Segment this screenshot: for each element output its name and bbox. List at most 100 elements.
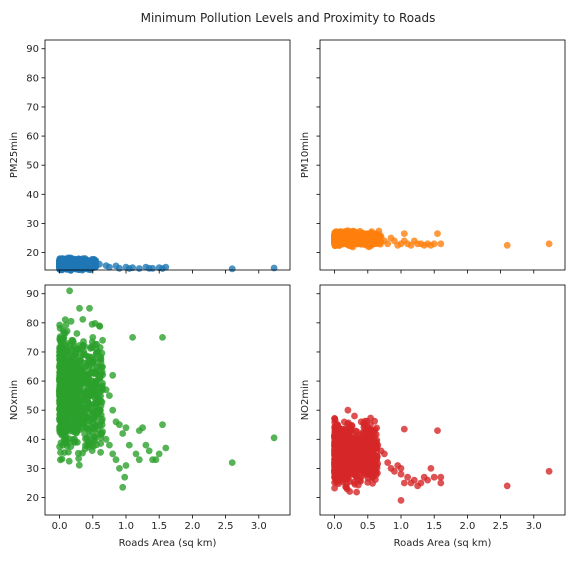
y-tick-label: 50 — [26, 161, 39, 172]
scatter-point — [86, 382, 94, 389]
y-axis-label: NOxmin — [9, 380, 20, 420]
scatter-point — [96, 363, 103, 370]
y-tick-label: 40 — [26, 190, 39, 201]
axes-frame — [319, 284, 566, 516]
scatter-point — [102, 435, 110, 443]
scatter-point — [56, 344, 63, 351]
scatter-point — [76, 389, 84, 397]
y-tick-label: 60 — [26, 377, 39, 388]
y-tick-label: 40 — [26, 435, 39, 446]
scatter-point — [119, 430, 127, 437]
x-tick-label: 1.0 — [393, 521, 409, 532]
subplot-4: 0.0 0.5 1.0 1.5 2.0 2.5 3.0 NO2min Roads Area (s… — [300, 284, 566, 549]
scatter-point — [62, 341, 69, 349]
scatter-point — [362, 440, 369, 448]
scatter-point — [369, 472, 377, 479]
scatter-point — [85, 353, 93, 361]
scatter-point — [79, 316, 87, 323]
scatter-point — [91, 399, 99, 407]
scatter-point — [122, 424, 130, 432]
scatter-point — [98, 349, 106, 357]
scatter-point — [66, 263, 74, 270]
scatter-point — [162, 263, 170, 271]
y-axis-label: PM25min — [9, 132, 20, 178]
x-tick-label: 0.5 — [85, 521, 101, 532]
scatter-point — [96, 422, 104, 429]
scatter-point — [96, 322, 103, 330]
scatter-point — [97, 434, 105, 442]
scatter-point — [331, 479, 338, 486]
scatter-point — [73, 330, 81, 337]
scatter-point — [85, 375, 92, 383]
y-tick-label: 90 — [26, 289, 39, 300]
scatter-point — [74, 259, 82, 267]
scatter-point — [410, 476, 418, 484]
scatter-point — [116, 421, 123, 429]
scatter-point — [92, 345, 100, 353]
scatter-point — [80, 338, 87, 345]
scatter-point — [343, 435, 351, 443]
scatter-point — [341, 426, 349, 434]
scatter-point — [346, 488, 354, 495]
y-tick-label: 80 — [26, 318, 39, 329]
scatter-point — [106, 441, 113, 449]
scatter-point — [142, 441, 150, 449]
scatter-point — [139, 424, 147, 432]
y-tick-label: 50 — [26, 406, 39, 417]
scatter-point — [85, 438, 92, 445]
points — [56, 254, 278, 274]
scatter-point — [371, 461, 379, 468]
scatter-point — [116, 465, 123, 472]
scatter-point — [427, 465, 435, 472]
scatter-point — [112, 456, 120, 464]
scatter-point — [437, 473, 445, 481]
y-tick-label: 70 — [26, 347, 39, 358]
scatter-point — [119, 483, 127, 491]
subplot-3: 0.0 0.5 1.0 1.5 2.0 2.5 3.0 20 30 40 50 60 70 80 90 NOx… — [9, 284, 291, 549]
scatter-point — [56, 364, 64, 371]
scatter-point — [57, 456, 64, 464]
scatter-point — [417, 479, 425, 487]
scatter-point — [56, 411, 64, 419]
x-tick-label: 0.0 — [52, 521, 68, 532]
x-tick-label: 2.5 — [493, 521, 509, 532]
scatter-point — [66, 287, 73, 295]
x-axis-label: Roads Area (sq km) — [394, 538, 492, 549]
scatter-point — [86, 400, 93, 408]
scatter-point — [354, 481, 362, 489]
scatter-point — [368, 427, 375, 435]
scatter-point — [87, 370, 94, 377]
scatter-point — [80, 418, 87, 426]
scatter-point — [77, 356, 84, 364]
scatter-point — [129, 264, 137, 272]
scatter-point — [90, 433, 98, 441]
scatter-point — [88, 406, 96, 414]
scatter-point — [350, 231, 358, 239]
points — [331, 227, 553, 251]
scatter-point — [75, 379, 83, 386]
scatter-point — [331, 435, 339, 443]
scatter-point — [371, 433, 378, 440]
scatter-point — [149, 264, 157, 272]
scatter-point — [334, 421, 341, 428]
chart-title: Minimum Pollution Levels and Proximity t… — [141, 11, 436, 25]
scatter-point — [97, 392, 104, 400]
scatter-point — [109, 406, 117, 414]
x-axis-label: Roads Area (sq km) — [119, 538, 217, 549]
scatter-point — [228, 265, 236, 273]
scatter-point — [430, 240, 438, 248]
scatter-point — [270, 434, 278, 442]
scatter-point — [503, 482, 511, 490]
scatter-point — [69, 436, 77, 443]
scatter-point — [62, 347, 69, 354]
scatter-point — [364, 458, 371, 466]
scatter-point — [56, 397, 64, 404]
scatter-point — [332, 228, 340, 236]
scatter-point — [96, 355, 104, 363]
scatter-point — [434, 427, 441, 434]
scatter-point — [162, 444, 170, 452]
y-axis-label: NO2min — [300, 380, 311, 421]
scatter-point — [99, 371, 107, 379]
scatter-point — [88, 415, 96, 423]
y-tick-label: 30 — [26, 464, 39, 475]
